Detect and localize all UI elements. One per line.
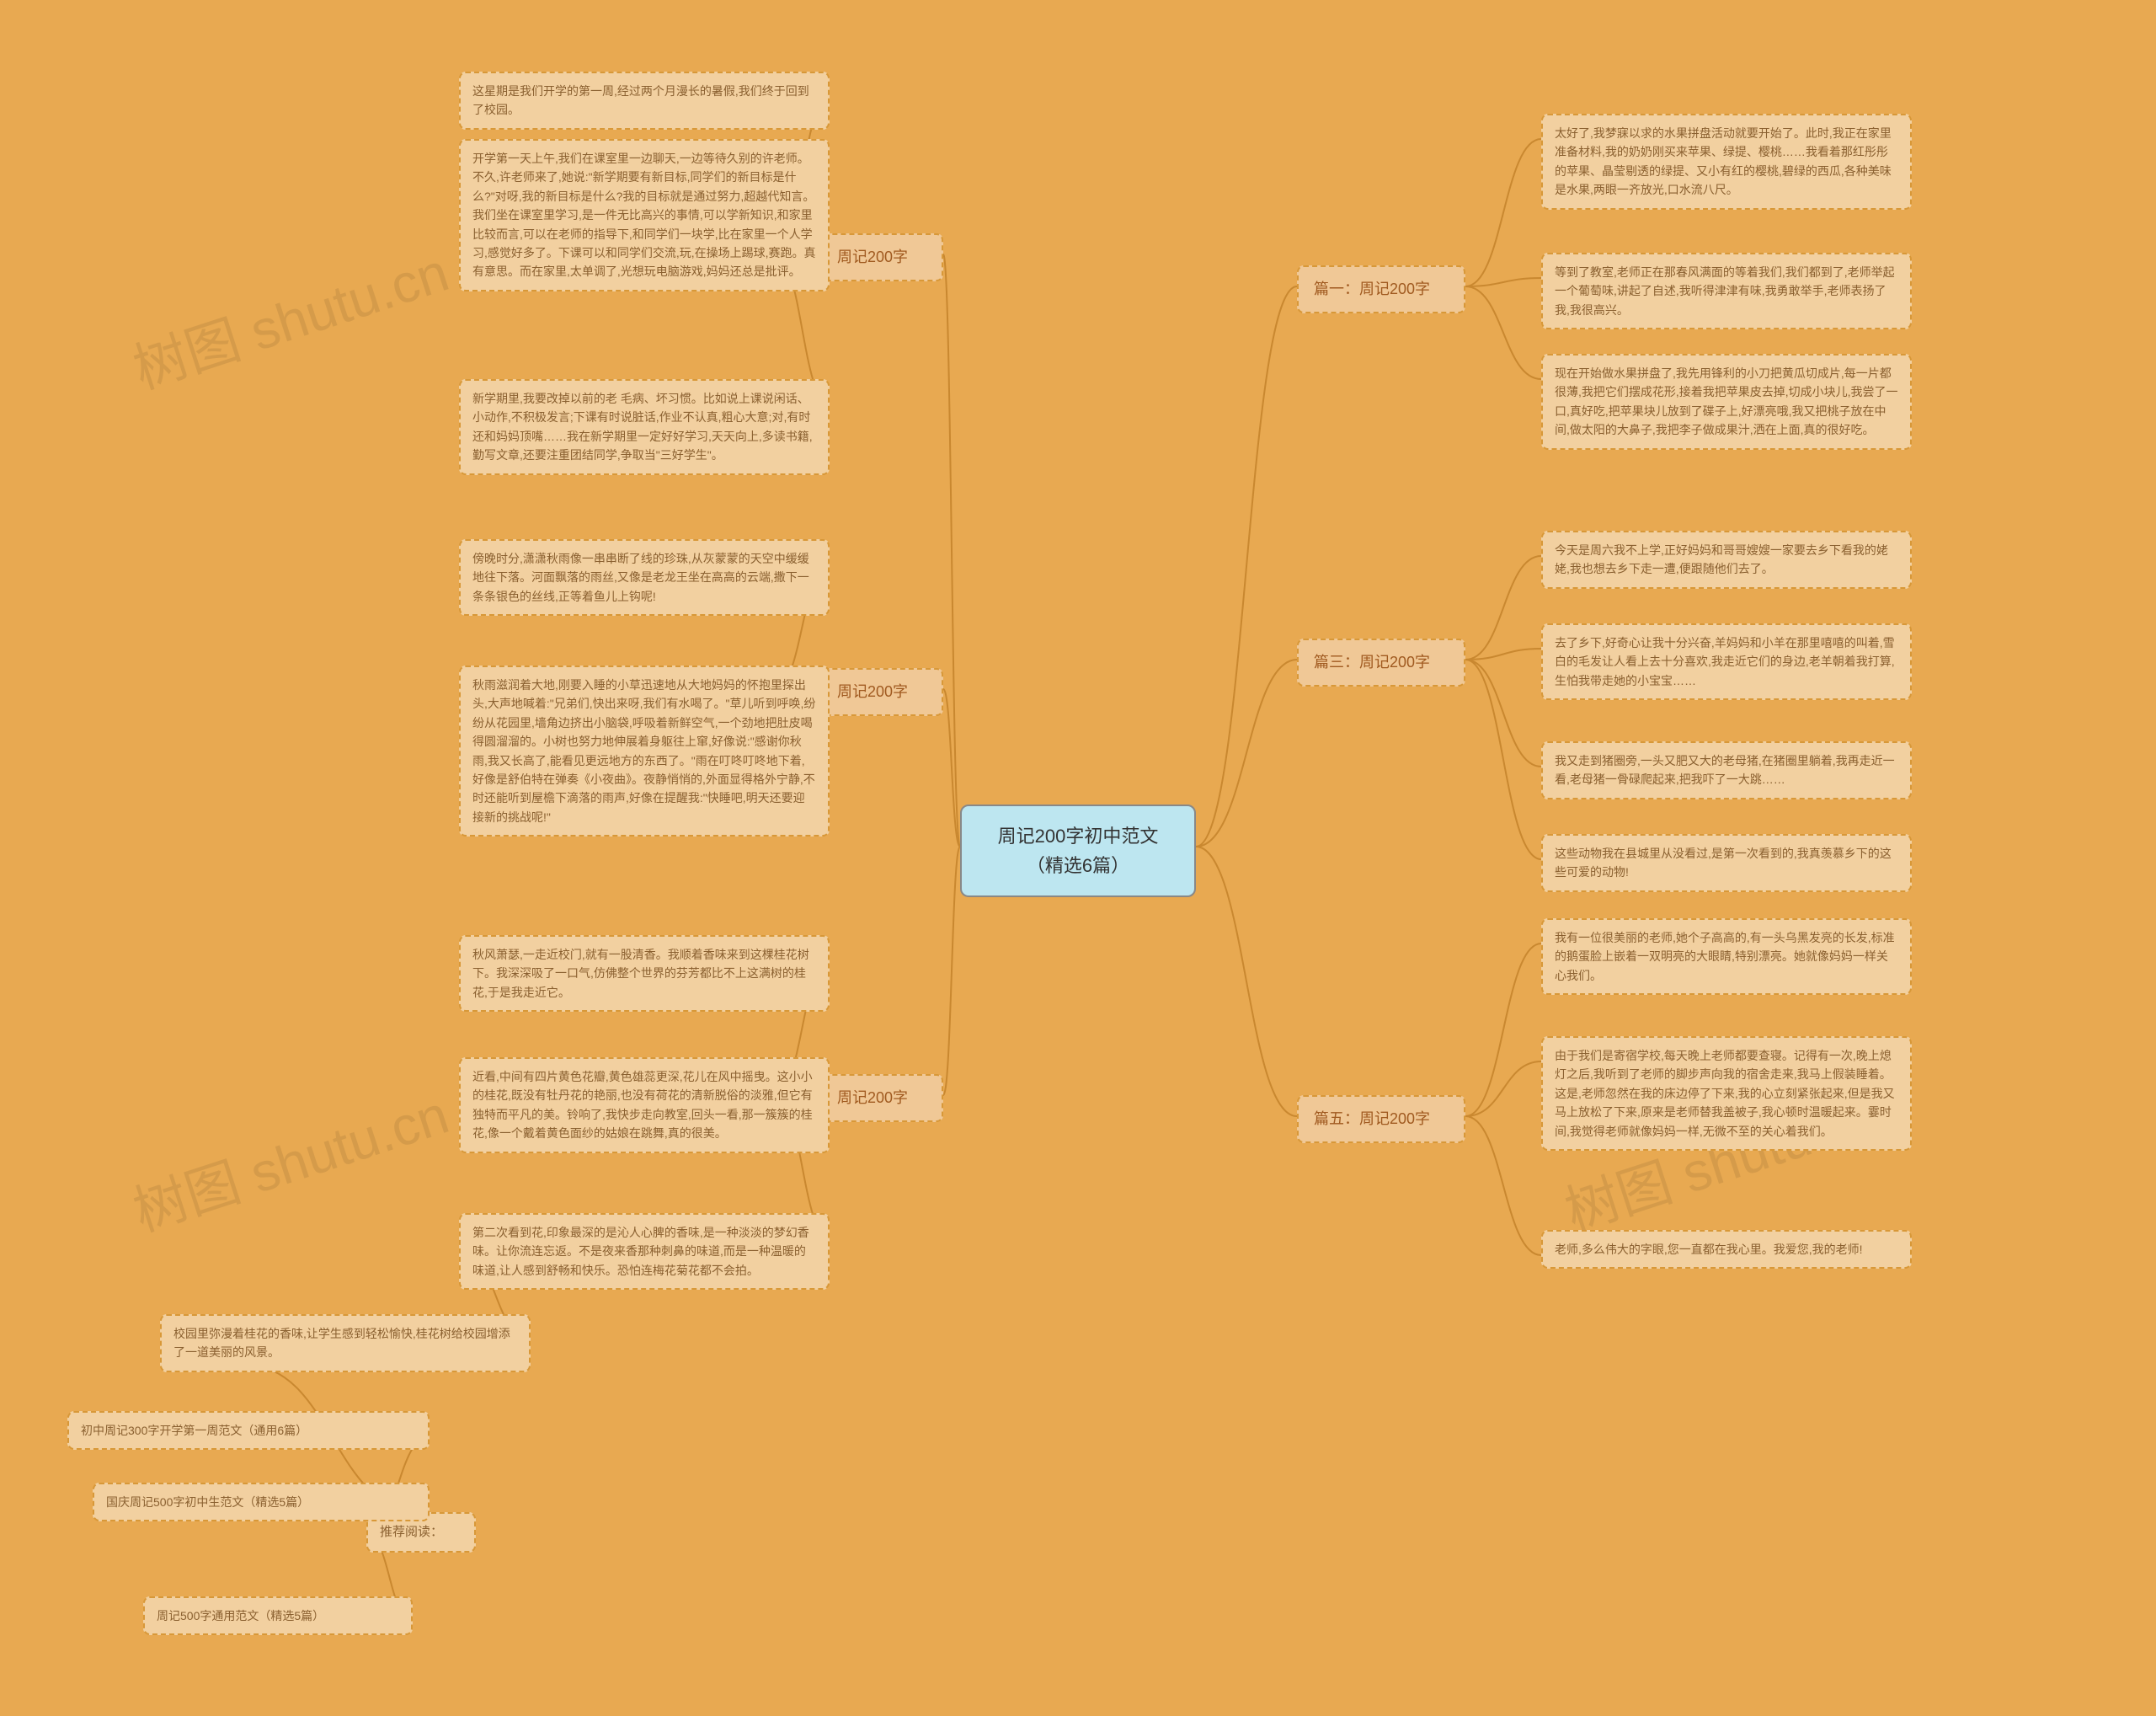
leaf-b6-3: 校园里弥漫着桂花的香味,让学生感到轻松愉快,桂花树给校园增添了一道美丽的风景。 [160,1314,531,1372]
leaf-b3-0: 今天是周六我不上学,正好妈妈和哥哥嫂嫂一家要去乡下看我的姥姥,我也想去乡下走一遭… [1541,531,1912,589]
branch-b3: 篇三：周记200字 [1297,639,1465,687]
watermark: 树图 shutu.cn [122,1072,456,1246]
center-node: 周记200字初中范文（精选6篇） [960,805,1196,897]
leaf-b1-1: 等到了教室,老师正在那春风满面的等着我们,我们都到了,老师举起一个葡萄味,讲起了… [1541,253,1912,329]
leaf-b2-2: 新学期里,我要改掉以前的老 毛病、坏习惯。比如说上课说闲话、小动作,不积极发言;… [459,379,830,475]
branch-b5: 篇五：周记200字 [1297,1095,1465,1143]
leaf-b2-1: 开学第一天上午,我们在课室里一边聊天,一边等待久别的许老师。不久,许老师来了,她… [459,139,830,291]
leaf-b6-0: 秋风萧瑟,一走近校门,就有一股清香。我顺着香味来到这棵桂花树下。我深深吸了一口气… [459,935,830,1012]
leaf-b6-1: 近看,中间有四片黄色花瓣,黄色雄蕊更深,花儿在风中摇曳。这小小的桂花,既没有牡丹… [459,1057,830,1153]
leaf-rec-1: 国庆周记500字初中生范文（精选5篇） [93,1483,430,1521]
leaf-b6-2: 第二次看到花,印象最深的是沁人心脾的香味,是一种淡淡的梦幻香味。让你流连忘返。不… [459,1213,830,1290]
leaf-b1-2: 现在开始做水果拼盘了,我先用锋利的小刀把黄瓜切成片,每一片都很薄,我把它们摆成花… [1541,354,1912,450]
leaf-b3-1: 去了乡下,好奇心让我十分兴奋,羊妈妈和小羊在那里嘻嘻的叫着,雪白的毛发让人看上去… [1541,623,1912,700]
leaf-rec-0: 初中周记300字开学第一周范文（通用6篇） [67,1411,430,1450]
leaf-b3-2: 我又走到猪圈旁,一头又肥又大的老母猪,在猪圈里躺着,我再走近一看,老母猪一骨碌爬… [1541,741,1912,799]
watermark: 树图 shutu.cn [122,229,456,404]
leaf-b1-0: 太好了,我梦寐以求的水果拼盘活动就要开始了。此时,我正在家里准备材料,我的奶奶刚… [1541,114,1912,210]
leaf-b5-1: 由于我们是寄宿学校,每天晚上老师都要查寝。记得有一次,晚上熄灯之后,我听到了老师… [1541,1036,1912,1151]
leaf-rec-2: 周记500字通用范文（精选5篇） [143,1596,413,1635]
leaf-b3-3: 这些动物我在县城里从没看过,是第一次看到的,我真羡慕乡下的这些可爱的动物! [1541,834,1912,892]
leaf-b4-0: 傍晚时分,潇潇秋雨像一串串断了线的珍珠,从灰蒙蒙的天空中缓缓地往下落。河面飘落的… [459,539,830,616]
leaf-b4-1: 秋雨滋润着大地,刚要入睡的小草迅速地从大地妈妈的怀抱里探出头,大声地喊着:"兄弟… [459,666,830,837]
leaf-b5-0: 我有一位很美丽的老师,她个子高高的,有一头乌黑发亮的长发,标准的鹅蛋脸上嵌着一双… [1541,918,1912,995]
leaf-b5-2: 老师,多么伟大的字眼,您一直都在我心里。我爱您,我的老师! [1541,1230,1912,1269]
leaf-b2-0: 这星期是我们开学的第一周,经过两个月漫长的暑假,我们终于回到了校园。 [459,72,830,130]
branch-b1: 篇一：周记200字 [1297,265,1465,313]
